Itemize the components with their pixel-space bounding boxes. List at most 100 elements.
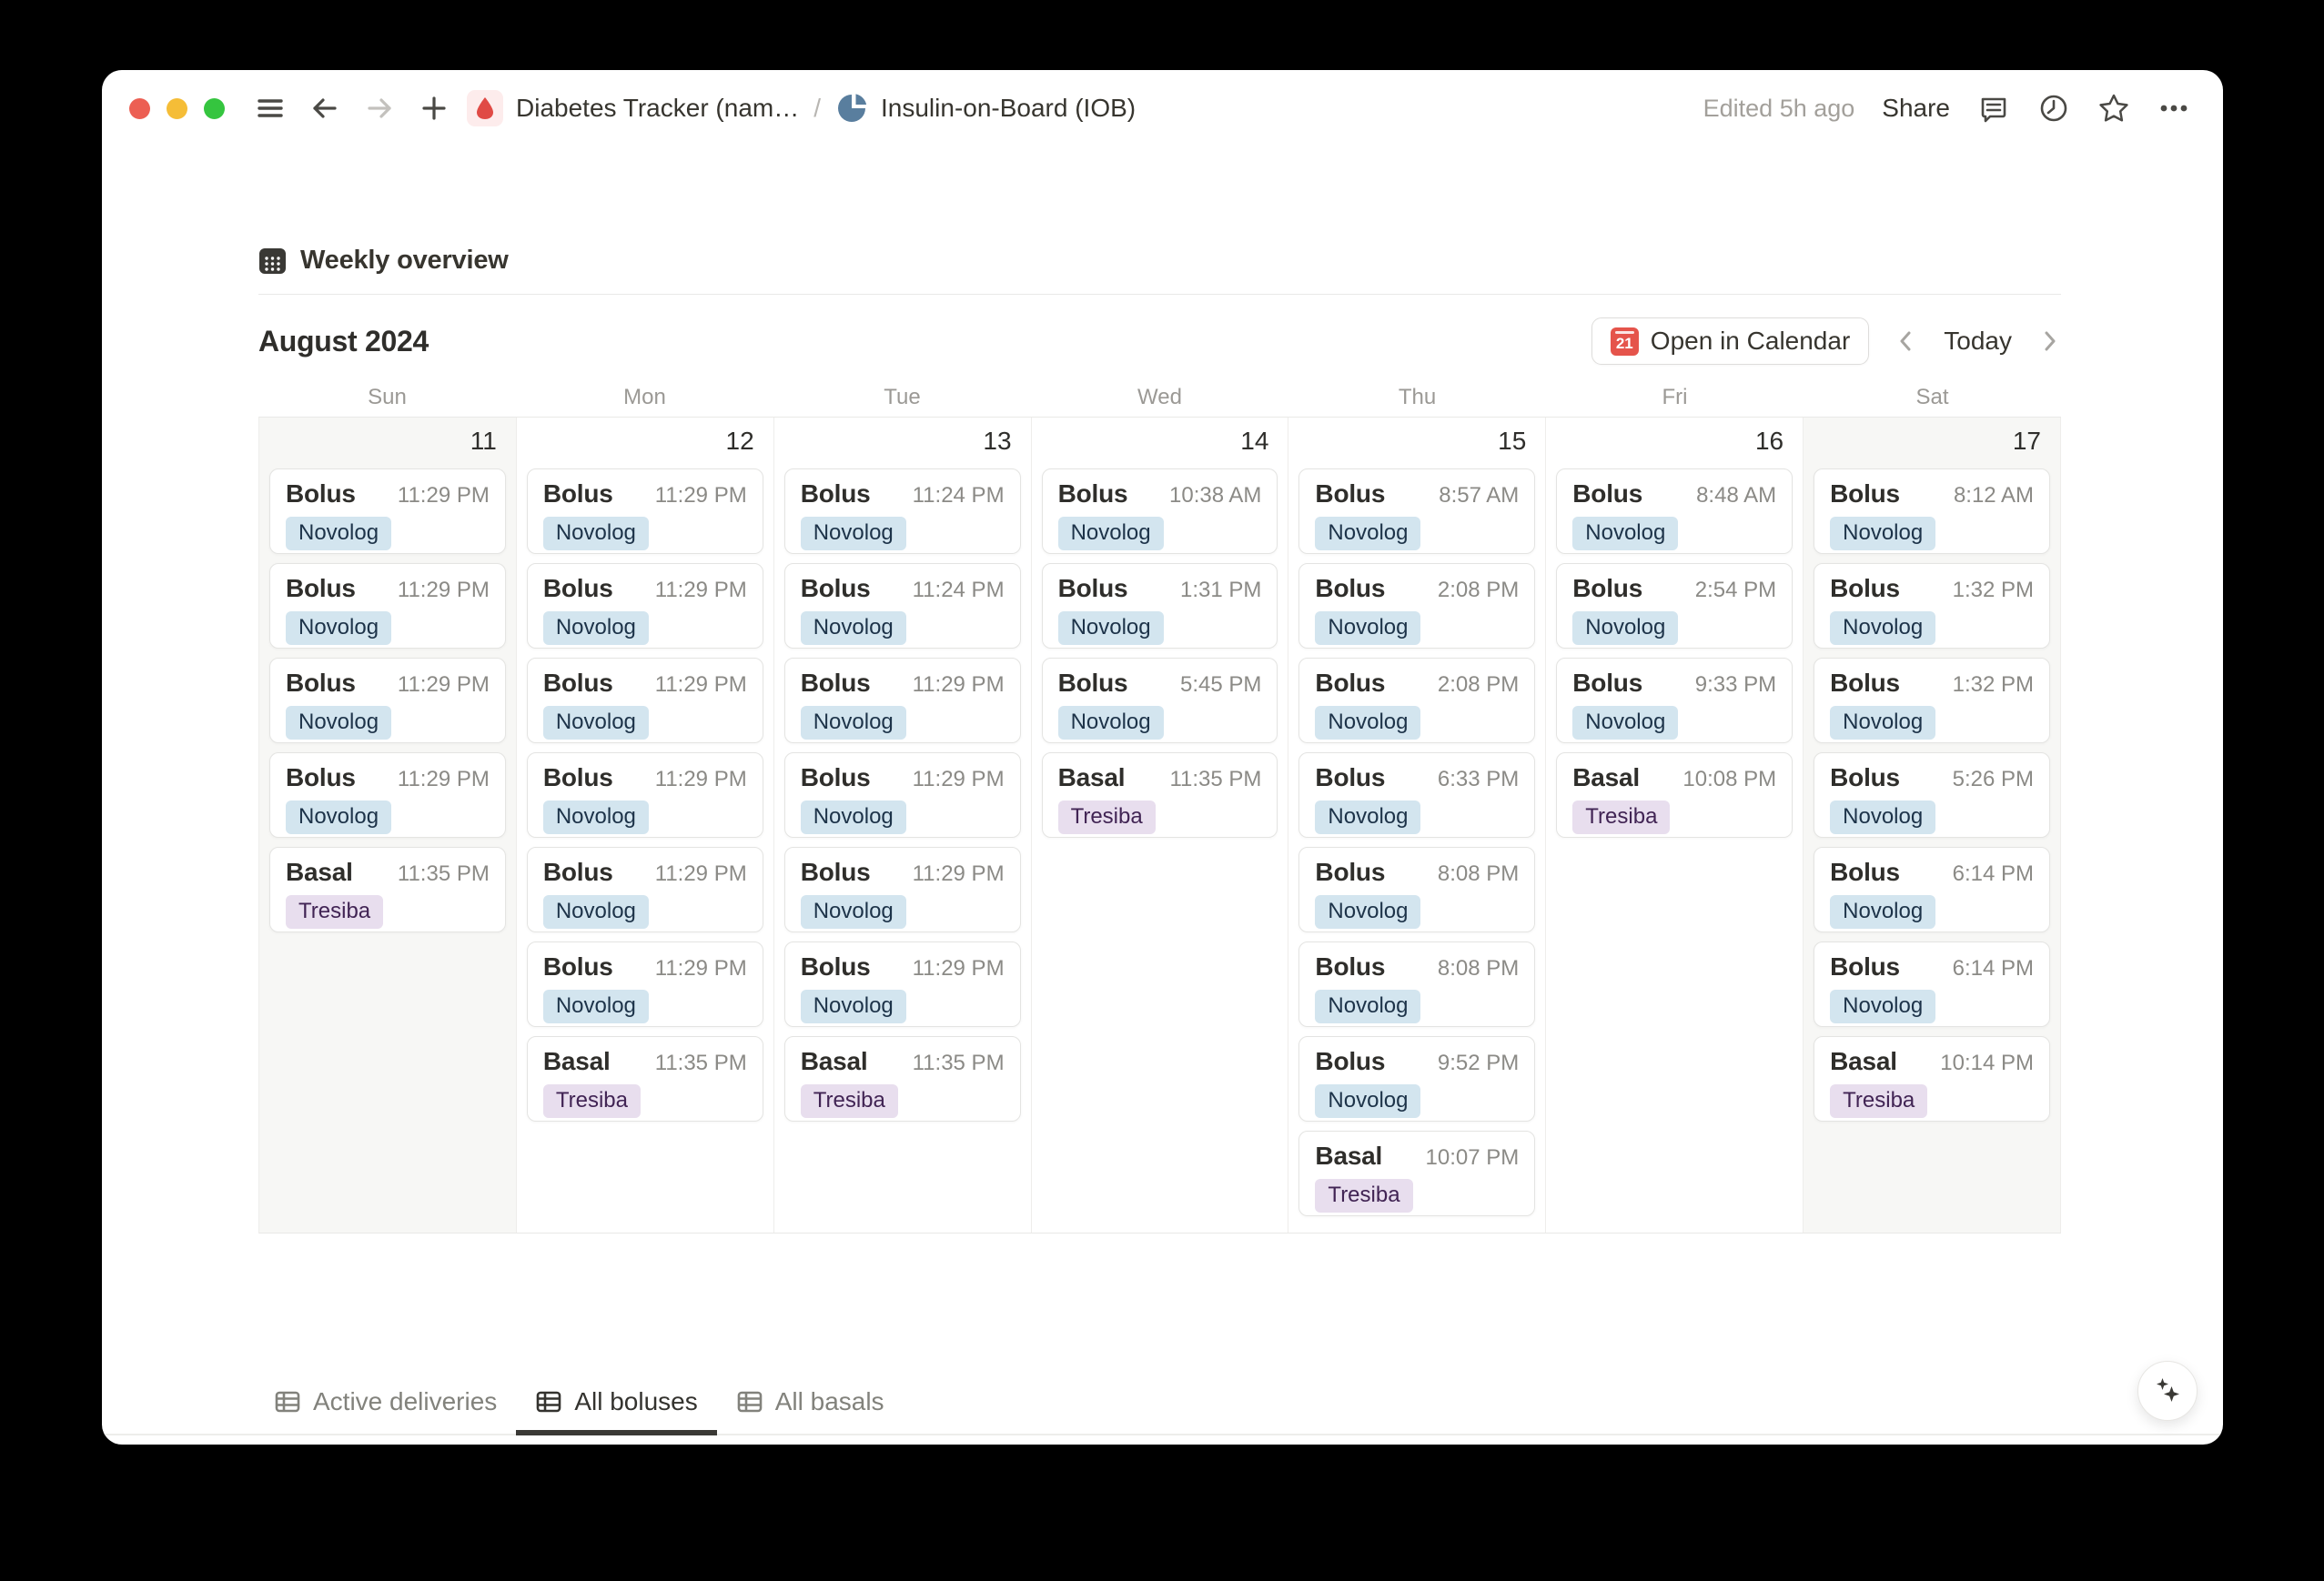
breadcrumb-separator: / — [813, 94, 821, 122]
calendar-event-card[interactable]: Bolus 8:57 AM Novolog — [1298, 468, 1536, 554]
calendar-event-card[interactable]: Bolus 2:08 PM Novolog — [1298, 563, 1536, 649]
calendar-event-card[interactable]: Basal 11:35 PM Tresiba — [1041, 752, 1278, 838]
calendar-event-card[interactable]: Bolus 5:45 PM Novolog — [1041, 658, 1278, 743]
forward-arrow-icon[interactable] — [363, 92, 396, 125]
collection-title[interactable]: Weekly overview — [300, 245, 509, 275]
calendar-event-card[interactable]: Bolus 11:29 PM Novolog — [526, 847, 763, 932]
calendar-event-card[interactable]: Bolus 11:29 PM Novolog — [783, 847, 1021, 932]
calendar-event-card[interactable]: Bolus 9:52 PM Novolog — [1298, 1036, 1536, 1122]
today-button[interactable]: Today — [1944, 327, 2012, 355]
calendar-event-card[interactable]: Bolus 1:32 PM Novolog — [1814, 658, 2050, 743]
event-title: Bolus — [1057, 479, 1128, 508]
zoom-window-button[interactable] — [204, 97, 225, 119]
share-button[interactable]: Share — [1882, 94, 1950, 122]
view-tab-label: All boluses — [574, 1387, 698, 1415]
sidebar-menu-icon[interactable] — [254, 92, 287, 125]
calendar-day-column: 15 Bolus 8:57 AM Novolog Bolus 2:08 PM N… — [1288, 418, 1547, 1233]
back-arrow-icon[interactable] — [308, 92, 341, 125]
event-title: Bolus — [1572, 479, 1643, 508]
calendar-event-card[interactable]: Bolus 11:29 PM Novolog — [269, 658, 506, 743]
calendar-event-card[interactable]: Bolus 11:29 PM Novolog — [526, 942, 763, 1027]
calendar-event-card[interactable]: Basal 11:35 PM Tresiba — [269, 847, 506, 932]
calendar-event-card[interactable]: Bolus 11:24 PM Novolog — [783, 468, 1021, 554]
view-tab-all-boluses[interactable]: All boluses — [516, 1370, 718, 1435]
ai-assistant-button[interactable] — [2137, 1361, 2198, 1421]
weekday-label: Sun — [368, 385, 407, 409]
day-number[interactable]: 13 — [983, 427, 1012, 455]
view-tab-all-basals[interactable]: All basals — [717, 1370, 904, 1434]
weekday-label: Thu — [1398, 385, 1437, 409]
calendar-event-card[interactable]: Basal 10:08 PM Tresiba — [1556, 752, 1794, 838]
calendar-event-card[interactable]: Bolus 1:31 PM Novolog — [1041, 563, 1278, 649]
event-time: 11:29 PM — [654, 672, 747, 697]
calendar-event-card[interactable]: Bolus 11:29 PM Novolog — [269, 468, 506, 554]
event-time: 11:24 PM — [912, 483, 1005, 508]
calendar-event-card[interactable]: Bolus 11:29 PM Novolog — [783, 752, 1021, 838]
chevron-right-icon[interactable] — [2037, 329, 2061, 353]
calendar-event-card[interactable]: Bolus 8:08 PM Novolog — [1298, 942, 1536, 1027]
day-number[interactable]: 15 — [1498, 427, 1527, 455]
new-page-plus-icon[interactable] — [418, 92, 450, 125]
breadcrumb-workspace[interactable]: Diabetes Tracker (nam… — [516, 94, 800, 122]
insulin-tag: Novolog — [542, 801, 649, 834]
day-number[interactable]: 17 — [2012, 427, 2041, 455]
event-title: Bolus — [800, 479, 871, 508]
calendar-event-card[interactable]: Bolus 11:29 PM Novolog — [526, 563, 763, 649]
calendar-event-card[interactable]: Bolus 9:33 PM Novolog — [1556, 658, 1794, 743]
table-view-icon — [736, 1388, 763, 1415]
more-options-icon[interactable] — [2157, 92, 2190, 125]
history-clock-icon[interactable] — [2037, 92, 2070, 125]
calendar-event-card[interactable]: Bolus 5:26 PM Novolog — [1814, 752, 2050, 838]
insulin-tag: Novolog — [1315, 611, 1421, 645]
calendar-event-card[interactable]: Basal 11:35 PM Tresiba — [526, 1036, 763, 1122]
calendar-event-card[interactable]: Bolus 11:29 PM Novolog — [526, 752, 763, 838]
calendar-event-card[interactable]: Bolus 11:24 PM Novolog — [783, 563, 1021, 649]
event-time: 11:35 PM — [397, 861, 490, 886]
calendar-event-card[interactable]: Bolus 11:29 PM Novolog — [526, 468, 763, 554]
event-time: 10:08 PM — [1682, 767, 1777, 791]
day-number[interactable]: 11 — [470, 427, 497, 455]
calendar-event-card[interactable]: Bolus 2:08 PM Novolog — [1298, 658, 1536, 743]
day-number[interactable]: 12 — [725, 427, 754, 455]
calendar-day-column: 17 Bolus 8:12 AM Novolog Bolus 1:32 PM N… — [1804, 418, 2061, 1233]
calendar-event-card[interactable]: Bolus 8:48 AM Novolog — [1556, 468, 1794, 554]
open-in-calendar-button[interactable]: 21 Open in Calendar — [1591, 317, 1870, 365]
calendar-event-card[interactable]: Bolus 6:14 PM Novolog — [1814, 942, 2050, 1027]
calendar-event-card[interactable]: Bolus 8:08 PM Novolog — [1298, 847, 1536, 932]
calendar-event-card[interactable]: Basal 10:14 PM Tresiba — [1814, 1036, 2050, 1122]
workspace-droplet-icon[interactable] — [467, 90, 503, 126]
event-title: Bolus — [1057, 669, 1128, 697]
view-tab-active-deliveries[interactable]: Active deliveries — [255, 1370, 516, 1434]
event-time: 8:08 PM — [1437, 956, 1520, 981]
chevron-left-icon[interactable] — [1895, 329, 1918, 353]
favorite-star-icon[interactable] — [2097, 92, 2130, 125]
calendar-event-card[interactable]: Bolus 8:12 AM Novolog — [1814, 468, 2050, 554]
insulin-tag: Novolog — [1572, 517, 1679, 550]
calendar-event-card[interactable]: Bolus 11:29 PM Novolog — [269, 752, 506, 838]
day-number[interactable]: 14 — [1240, 427, 1269, 455]
calendar-event-card[interactable]: Bolus 11:29 PM Novolog — [526, 658, 763, 743]
calendar-event-card[interactable]: Bolus 11:29 PM Novolog — [783, 942, 1021, 1027]
comments-icon[interactable] — [1977, 92, 2010, 125]
calendar-event-card[interactable]: Basal 10:07 PM Tresiba — [1298, 1131, 1536, 1216]
minimize-window-button[interactable] — [167, 97, 187, 119]
event-time: 1:32 PM — [1952, 672, 2034, 697]
event-time: 11:29 PM — [654, 767, 747, 791]
calendar-event-card[interactable]: Bolus 2:54 PM Novolog — [1556, 563, 1794, 649]
calendar-event-card[interactable]: Bolus 10:38 AM Novolog — [1041, 468, 1278, 554]
breadcrumb-page[interactable]: Insulin-on-Board (IOB) — [881, 94, 1137, 122]
calendar-event-card[interactable]: Basal 11:35 PM Tresiba — [783, 1036, 1021, 1122]
day-number[interactable]: 16 — [1754, 427, 1784, 455]
event-title: Bolus — [1315, 669, 1386, 697]
calendar-event-card[interactable]: Bolus 11:29 PM Novolog — [269, 563, 506, 649]
insulin-tag: Novolog — [1830, 801, 1936, 834]
insulin-tag: Tresiba — [800, 1084, 898, 1118]
calendar-event-card[interactable]: Bolus 6:14 PM Novolog — [1814, 847, 2050, 932]
calendar-event-card[interactable]: Bolus 6:33 PM Novolog — [1298, 752, 1536, 838]
calendar-event-card[interactable]: Bolus 1:32 PM Novolog — [1814, 563, 2050, 649]
calendar-month-label: August 2024 — [258, 324, 429, 357]
close-window-button[interactable] — [129, 97, 150, 119]
day-events-list: Bolus 8:48 AM Novolog Bolus 2:54 PM Novo… — [1556, 468, 1794, 838]
calendar-event-card[interactable]: Bolus 11:29 PM Novolog — [783, 658, 1021, 743]
event-time: 11:29 PM — [397, 767, 490, 791]
